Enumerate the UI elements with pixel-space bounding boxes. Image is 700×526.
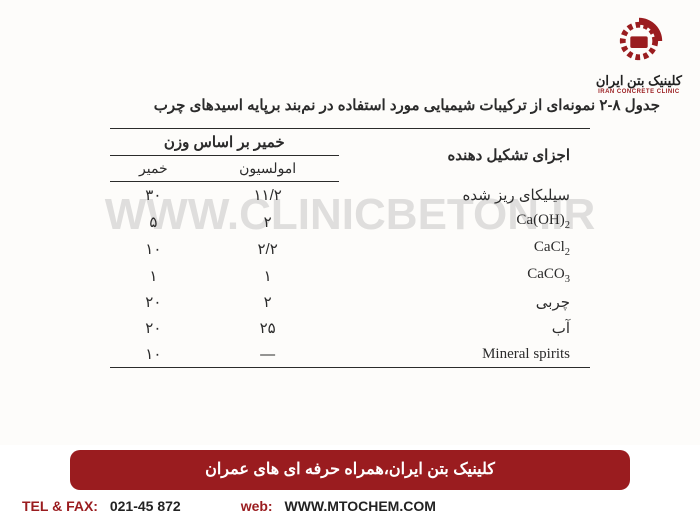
cell-component: Ca(OH)2	[339, 208, 590, 235]
document-page: کلینیک بتن ایران IRAN CONCRETE CLINIC جد…	[0, 0, 700, 445]
table-row: سیلیکای ریز شده۱۱/۲۳۰	[110, 182, 590, 209]
gear-icon	[610, 12, 668, 70]
footer-bar: TEL & FAX: 021-45 872 web: WWW.MTOCHEM.C…	[0, 498, 700, 514]
cell-paste: ۲۰	[110, 289, 197, 315]
cell-paste: ۳۰	[110, 182, 197, 209]
col-header-weight-span: خمیر بر اساس وزن	[110, 129, 339, 156]
cell-emulsion: —	[197, 341, 339, 368]
tel-label: TEL & FAX:	[22, 498, 98, 514]
cell-component: چربی	[339, 289, 590, 315]
table-row: Ca(OH)2۲۵	[110, 208, 590, 235]
cell-paste: ۲۰	[110, 315, 197, 341]
cell-emulsion: ۲	[197, 289, 339, 315]
table-row: Mineral spirits—۱۰	[110, 341, 590, 368]
cell-paste: ۱۰	[110, 341, 197, 368]
web-value: WWW.MTOCHEM.COM	[284, 498, 435, 514]
logo-text-fa: کلینیک بتن ایران	[596, 73, 682, 89]
web-label: web:	[241, 498, 273, 514]
slogan-banner: کلینیک بتن ایران،همراه حرفه ای های عمران	[70, 450, 630, 490]
cell-emulsion: ۲/۲	[197, 235, 339, 262]
cell-emulsion: ۲	[197, 208, 339, 235]
brand-logo: کلینیک بتن ایران IRAN CONCRETE CLINIC	[596, 12, 682, 95]
table-row: CaCO3۱۱	[110, 262, 590, 289]
cell-component: Mineral spirits	[339, 341, 590, 368]
footer-tel: TEL & FAX: 021-45 872	[22, 498, 181, 514]
cell-paste: ۵	[110, 208, 197, 235]
cell-emulsion: ۱۱/۲	[197, 182, 339, 209]
table-row: CaCl2۲/۲۱۰	[110, 235, 590, 262]
cell-component: سیلیکای ریز شده	[339, 182, 590, 209]
cell-component: CaCl2	[339, 235, 590, 262]
table-row: آب۲۵۲۰	[110, 315, 590, 341]
cell-emulsion: ۱	[197, 262, 339, 289]
cell-component: آب	[339, 315, 590, 341]
cell-paste: ۱	[110, 262, 197, 289]
table-caption: جدول ۸-۲ نمونه‌ای از ترکیبات شیمیایی مور…	[40, 96, 660, 114]
table-row: چربی۲۲۰	[110, 289, 590, 315]
col-header-emulsion: امولسیون	[197, 156, 339, 182]
col-header-paste: خمیر	[110, 156, 197, 182]
cell-component: CaCO3	[339, 262, 590, 289]
composition-table: اجزای تشکیل دهنده خمیر بر اساس وزن امولس…	[110, 128, 590, 368]
cell-emulsion: ۲۵	[197, 315, 339, 341]
cell-paste: ۱۰	[110, 235, 197, 262]
col-header-component: اجزای تشکیل دهنده	[339, 129, 590, 182]
logo-text-en: IRAN CONCRETE CLINIC	[596, 89, 682, 95]
footer-web: web: WWW.MTOCHEM.COM	[241, 498, 436, 514]
tel-value: 021-45 872	[110, 498, 181, 514]
